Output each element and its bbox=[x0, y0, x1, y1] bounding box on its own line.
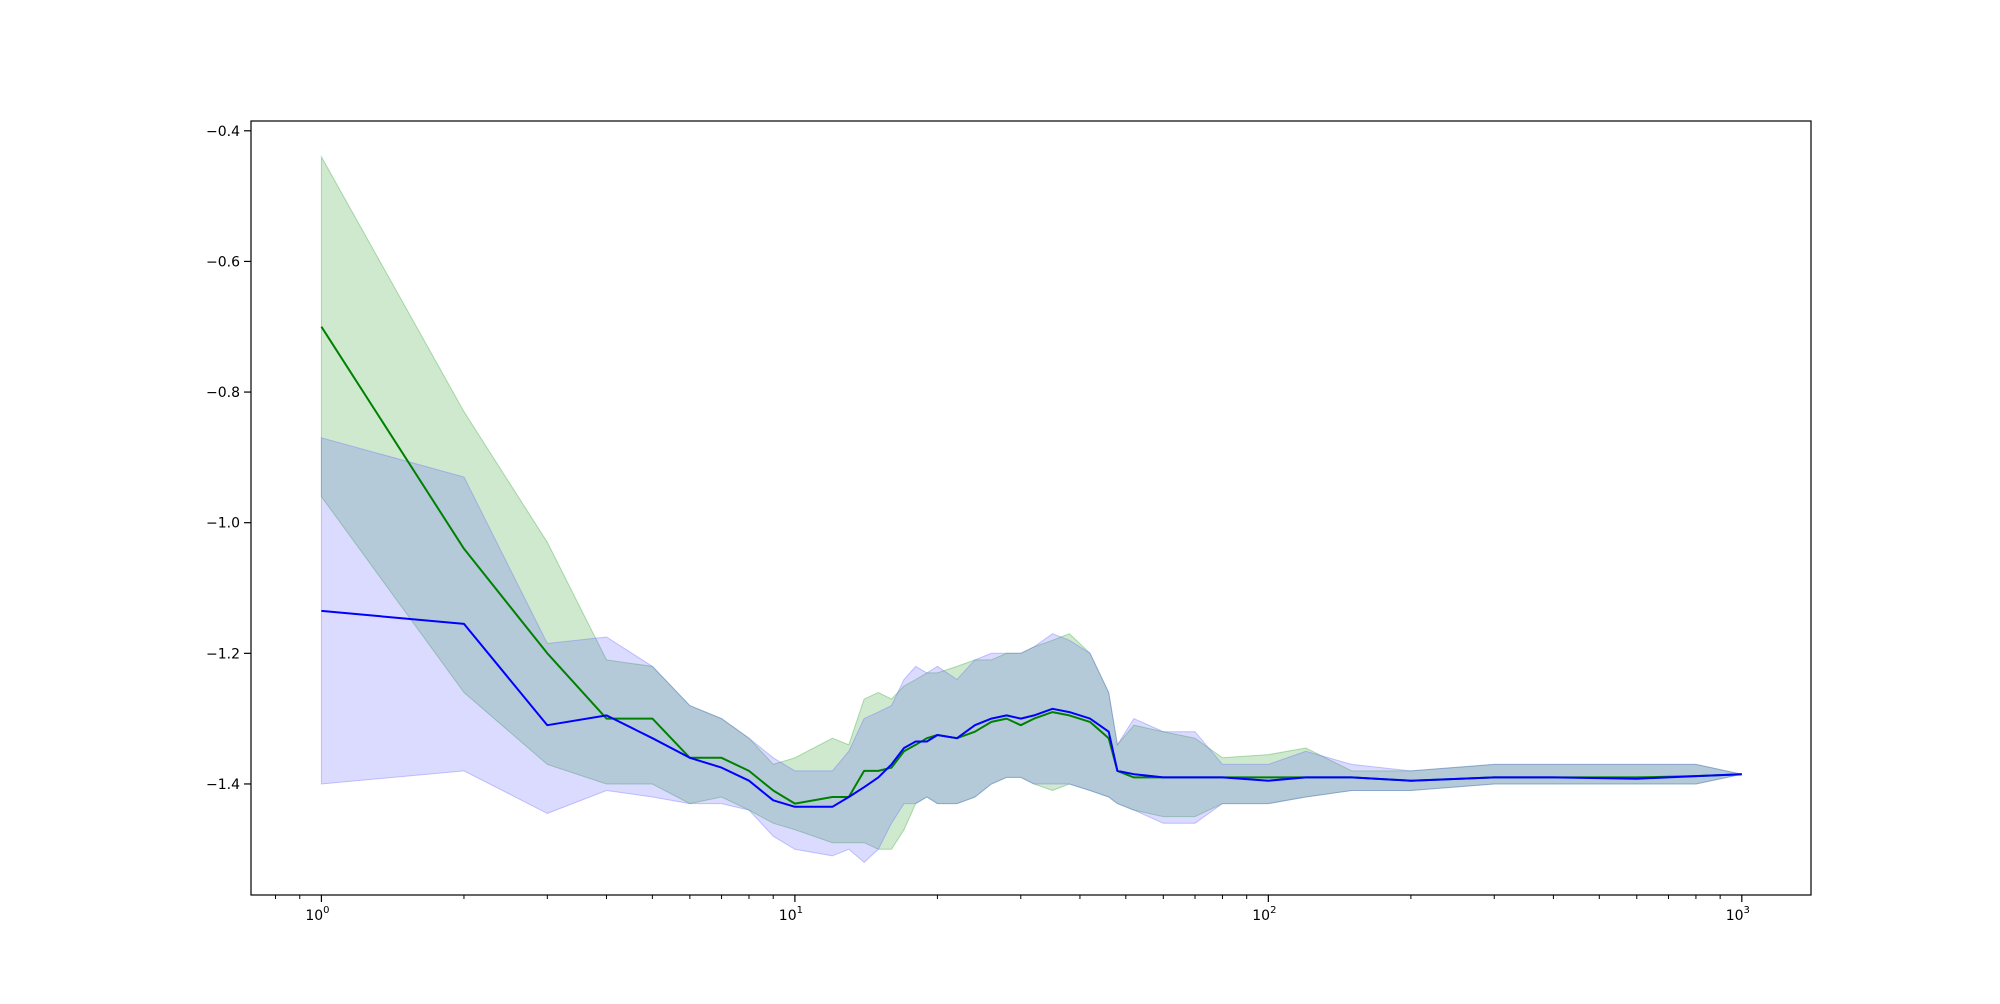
y-tick-label: −0.6 bbox=[206, 254, 240, 270]
x-tick-label: 103 bbox=[1726, 905, 1750, 924]
confidence-bands bbox=[320, 154, 1742, 863]
x-tick-label: 100 bbox=[305, 905, 329, 924]
y-tick-label: −1.0 bbox=[206, 516, 240, 532]
series-2-band bbox=[320, 437, 1742, 863]
y-axis-ticks: −0.4 −0.6 −0.8 −1.0 −1.2 −1.4 bbox=[206, 124, 251, 793]
x-tick-label: 102 bbox=[1252, 905, 1276, 924]
y-tick-label: −0.8 bbox=[206, 385, 240, 401]
series-2-line bbox=[321, 609, 1742, 808]
plot-background bbox=[251, 121, 1811, 895]
y-tick-label: −1.4 bbox=[206, 777, 240, 793]
y-tick-label: −1.2 bbox=[206, 646, 240, 662]
y-tick-label: −0.4 bbox=[206, 124, 240, 140]
series-lines bbox=[320, 326, 1742, 808]
x-tick-label: 101 bbox=[779, 905, 803, 924]
series-1-band bbox=[320, 154, 1742, 850]
plot-frame bbox=[250, 120, 1812, 896]
x-axis-ticks: 100 101 102 103 bbox=[275, 895, 1750, 924]
